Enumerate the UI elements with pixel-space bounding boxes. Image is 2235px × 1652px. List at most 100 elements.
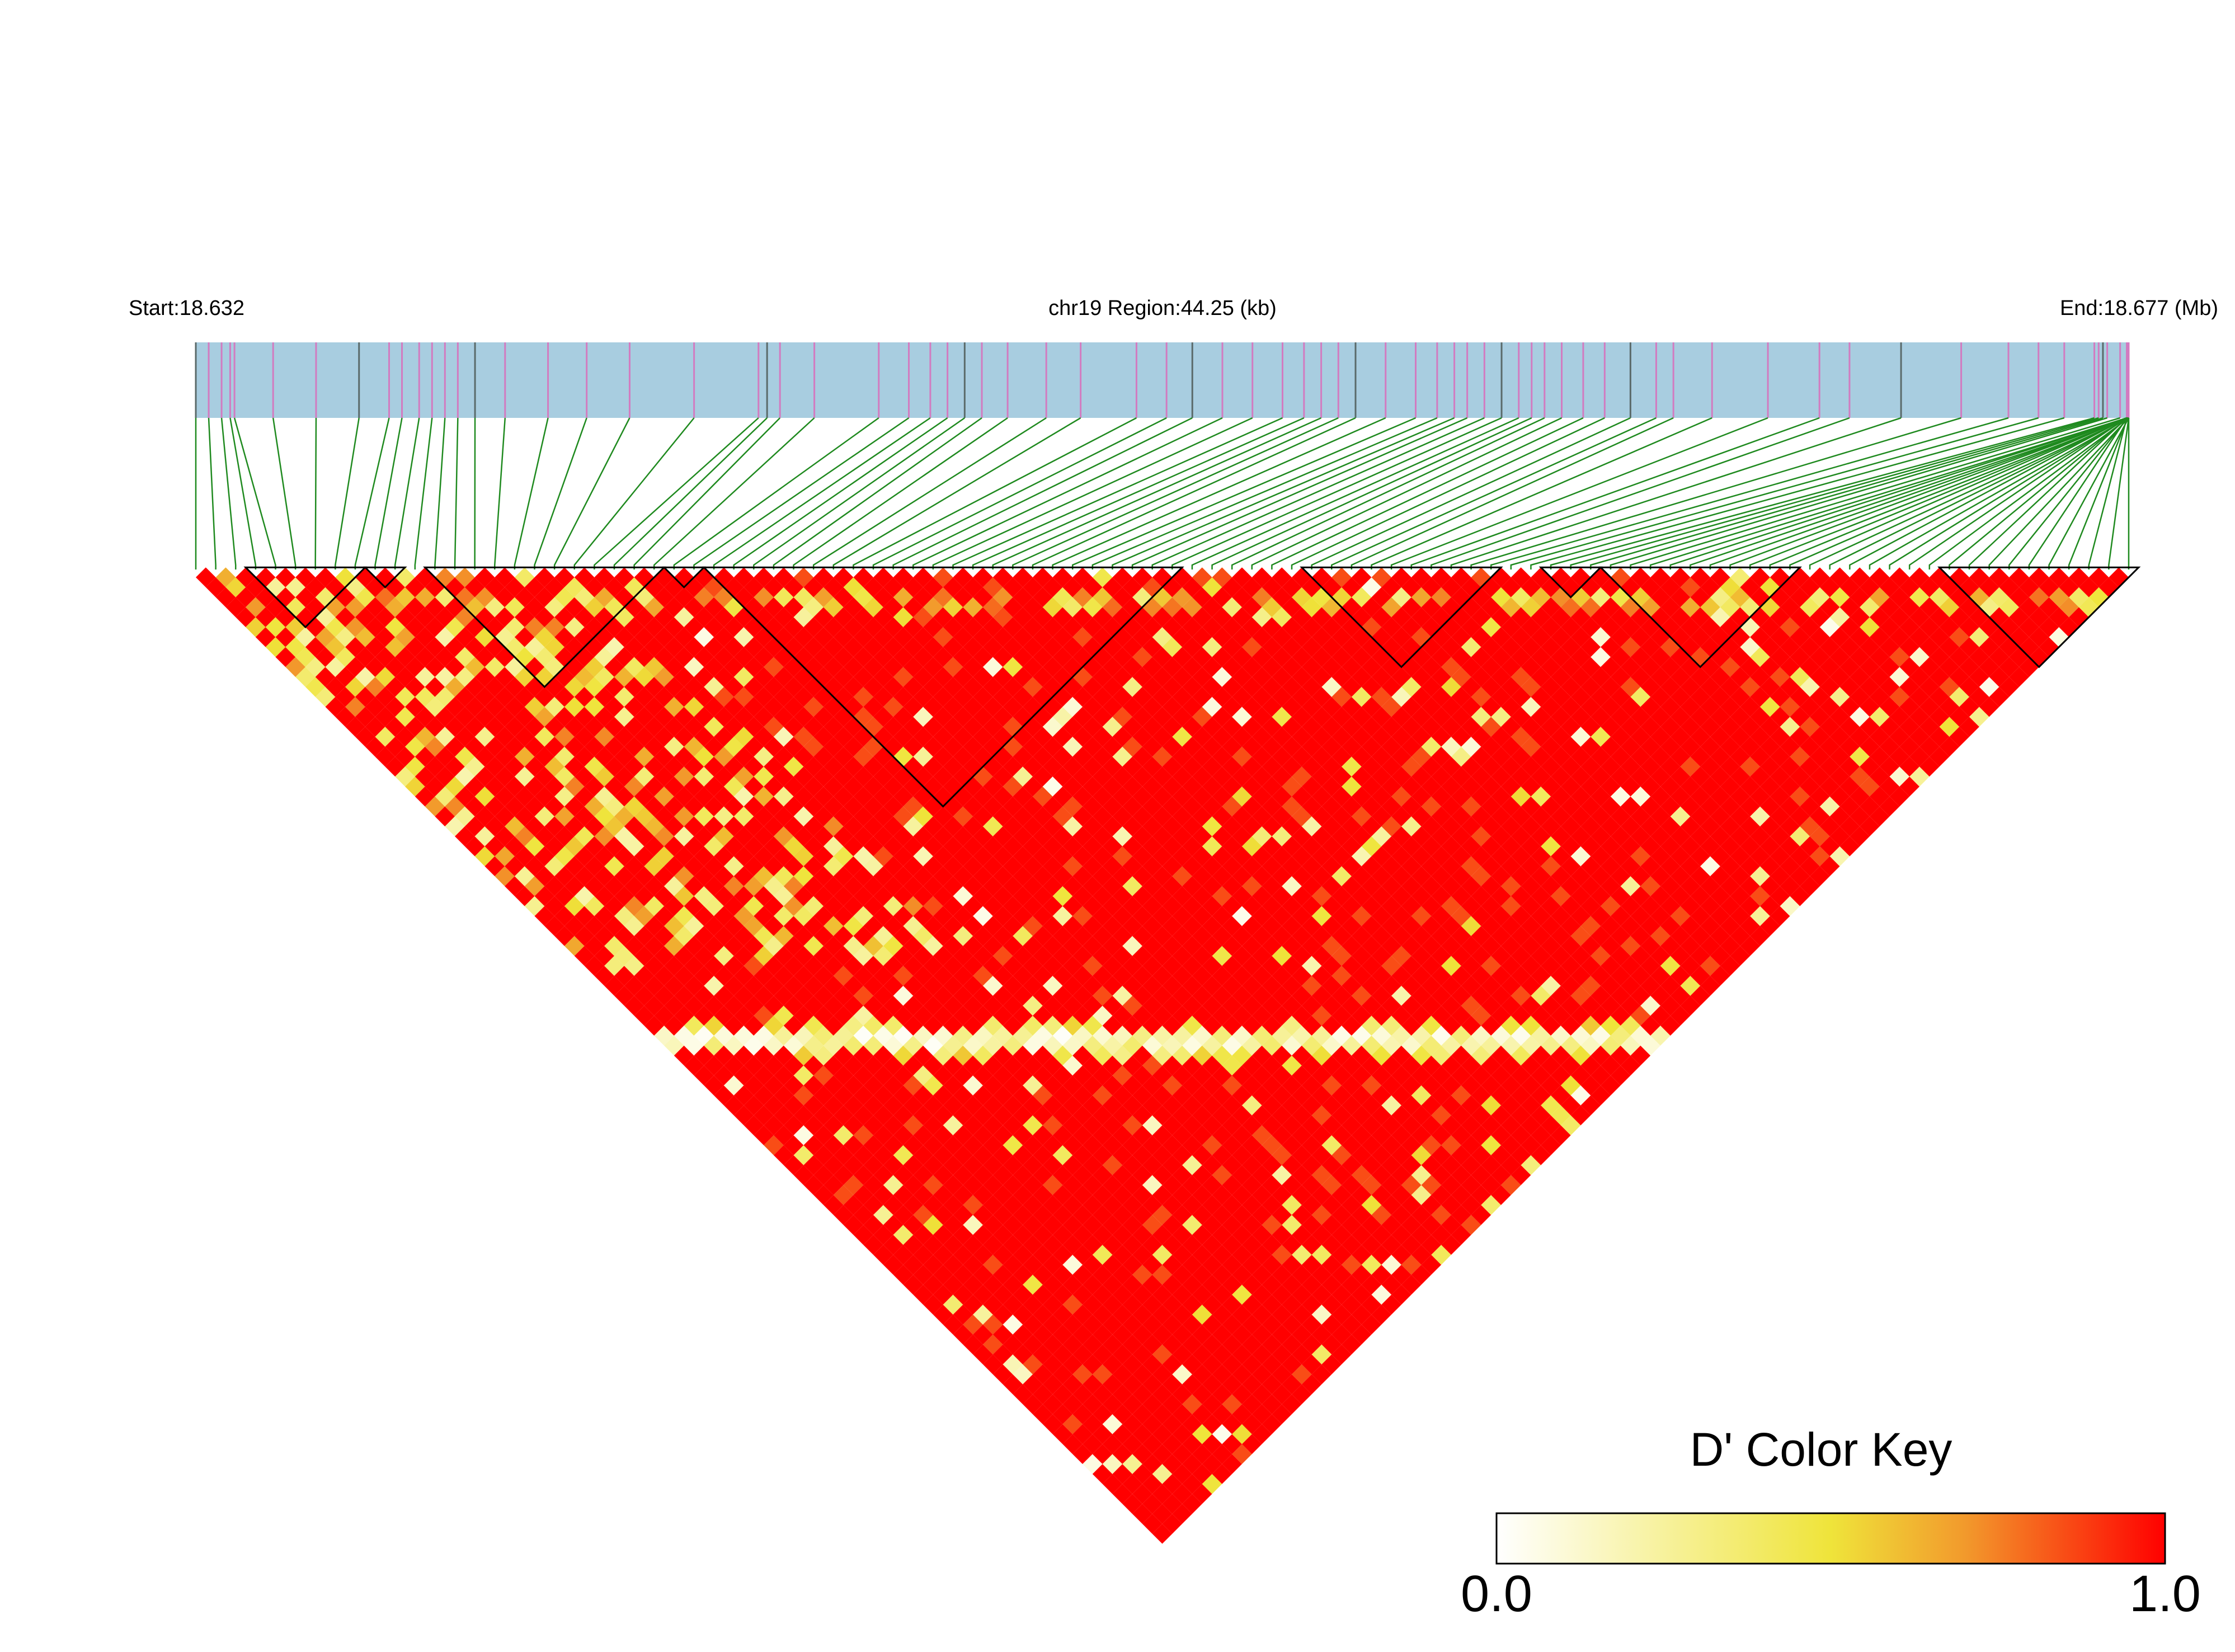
ld-cell	[365, 696, 385, 717]
ld-cell	[754, 707, 774, 727]
ld-cell	[1202, 1195, 1222, 1215]
ld-cell	[1690, 786, 1711, 807]
ld-cell	[1750, 686, 1770, 707]
ld-cell	[674, 945, 694, 966]
ld-cell	[1959, 677, 1979, 697]
ld-cell	[903, 1036, 924, 1056]
ld-cell	[1132, 1424, 1152, 1444]
ld-cell	[1232, 647, 1252, 667]
ld-cell	[305, 637, 326, 657]
ld-cell	[833, 647, 854, 667]
ld-cell	[1202, 1434, 1222, 1455]
ld-cell	[953, 1125, 973, 1146]
ld-cell	[1810, 567, 1830, 587]
ld-cell	[285, 617, 305, 637]
ld-cell	[1361, 1295, 1382, 1315]
ld-cell	[505, 796, 525, 817]
ld-cell	[1032, 966, 1053, 986]
ld-cell	[1381, 1055, 1401, 1076]
ld-cell	[1062, 796, 1083, 817]
ld-cell	[833, 587, 854, 608]
ld-cell	[474, 806, 495, 827]
ld-cell	[1541, 637, 1561, 657]
ld-cell	[1451, 627, 1471, 647]
ld-cell	[773, 1046, 794, 1066]
ld-cell	[1062, 1015, 1083, 1036]
ld-cell	[1670, 1005, 1691, 1026]
ld-cell	[1083, 1195, 1103, 1215]
ld-cell	[505, 617, 525, 637]
ld-cell	[624, 995, 644, 1016]
ld-cell	[754, 1046, 774, 1066]
ld-cell	[1969, 686, 1989, 707]
ld-cell	[1521, 936, 1541, 956]
ld-cell	[1311, 786, 1332, 807]
ld-cell	[455, 567, 475, 587]
ld-cell	[1192, 1065, 1212, 1086]
ld-cell	[1810, 647, 1830, 667]
ld-cell	[833, 806, 854, 827]
ld-cell	[1591, 667, 1611, 687]
ld-cell	[982, 1274, 1003, 1295]
ld-cell	[1501, 1135, 1521, 1155]
ld-cell	[1610, 806, 1631, 827]
ld-cell	[1282, 995, 1302, 1016]
ld-cell	[1441, 657, 1461, 677]
ld-cell	[1003, 1374, 1023, 1395]
ld-cell	[1342, 1015, 1362, 1036]
ld-cell	[654, 826, 674, 846]
ld-cell	[1361, 976, 1382, 996]
ld-cell	[1351, 746, 1372, 767]
ld-cell	[903, 1215, 924, 1235]
ld-cell	[723, 876, 744, 896]
ld-cell	[1192, 607, 1212, 628]
ld-cell	[1342, 816, 1362, 837]
ld-cell	[1750, 607, 1770, 628]
ld-cell	[1949, 587, 1970, 608]
ld-cell	[1251, 1284, 1272, 1305]
ld-cell	[1251, 1105, 1272, 1126]
ld-cell	[1421, 597, 1442, 618]
ld-cell	[1112, 1225, 1133, 1245]
ld-cell	[1251, 1025, 1272, 1046]
ld-cell	[464, 816, 485, 837]
ld-cell	[1112, 786, 1133, 807]
ld-cell	[534, 567, 555, 587]
ld-cell	[1152, 647, 1173, 667]
ld-cell	[2049, 607, 2069, 628]
ld-cell	[1083, 677, 1103, 697]
ld-cell	[953, 1185, 973, 1205]
ld-cell	[1620, 936, 1641, 956]
ld-cell	[803, 856, 824, 877]
ld-cell	[1083, 1394, 1103, 1414]
ld-cell	[953, 906, 973, 926]
ld-cell	[1202, 836, 1222, 856]
ld-cell	[375, 647, 396, 667]
ld-cell	[1471, 986, 1491, 1006]
ld-cell	[1331, 826, 1352, 846]
ld-cell	[773, 746, 794, 767]
ld-cell	[1551, 587, 1571, 608]
ld-cell	[1292, 966, 1312, 986]
ld-cell	[1202, 1135, 1222, 1155]
ld-cell	[604, 816, 624, 837]
ld-cell	[1501, 677, 1521, 697]
ld-cell	[1411, 945, 1432, 966]
ld-cell	[1331, 806, 1352, 827]
ld-cell	[375, 607, 396, 628]
ld-cell	[1570, 1105, 1591, 1126]
ld-cell	[1601, 1015, 1621, 1036]
ld-cell	[1142, 896, 1163, 916]
snp-connector-line	[1610, 417, 2107, 570]
ld-cell	[1501, 916, 1521, 936]
ld-cell	[1511, 647, 1531, 667]
ld-cell	[355, 727, 375, 747]
ld-cell	[1222, 1235, 1242, 1255]
ld-cell	[1202, 1075, 1222, 1096]
ld-cell	[1591, 906, 1611, 926]
ld-cell	[723, 836, 744, 856]
ld-cell	[1401, 756, 1422, 777]
ld-cell	[933, 1204, 953, 1225]
ld-cell	[1620, 796, 1641, 817]
ld-cell	[624, 876, 644, 896]
